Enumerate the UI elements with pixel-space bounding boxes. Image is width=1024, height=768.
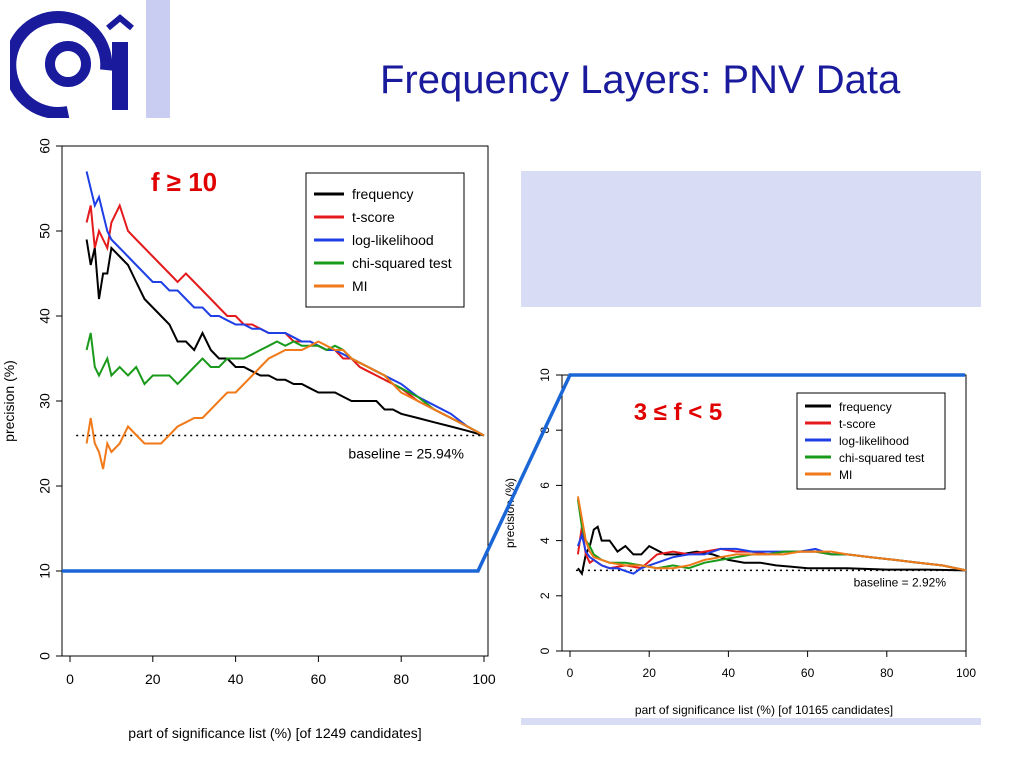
- x-tick-label: 40: [722, 666, 736, 680]
- x-tick-label: 0: [66, 671, 74, 687]
- x-axis-label: part of significance list (%) [of 1249 c…: [128, 725, 421, 741]
- y-tick-label: 2: [538, 592, 552, 599]
- bottom-strip: [521, 718, 981, 725]
- y-tick-label: 60: [37, 138, 53, 154]
- y-tick-label: 40: [37, 308, 53, 324]
- x-tick-label: 100: [472, 671, 496, 687]
- legend-label: log-likelihood: [352, 232, 434, 248]
- y-tick-label: 10: [538, 368, 552, 382]
- x-tick-label: 60: [311, 671, 327, 687]
- x-tick-label: 40: [228, 671, 244, 687]
- y-tick-label: 6: [538, 482, 552, 489]
- series-line-mi: [576, 496, 967, 572]
- series-line-chi-squared-test: [576, 499, 967, 572]
- legend-label: chi-squared test: [352, 255, 452, 271]
- y-axis-label: precision (%): [1, 360, 17, 442]
- legend-label: t-score: [839, 417, 876, 431]
- chart-annotation: f ≥ 10: [151, 167, 217, 197]
- chart-annotation: 3 ≤ f < 5: [634, 399, 723, 426]
- legend-label: frequency: [839, 400, 892, 414]
- legend-label: chi-squared test: [839, 451, 925, 465]
- x-tick-label: 80: [393, 671, 409, 687]
- accent-box: [521, 171, 981, 307]
- legend-label: frequency: [352, 186, 413, 202]
- x-tick-label: 20: [145, 671, 161, 687]
- y-tick-label: 0: [37, 652, 53, 660]
- y-tick-label: 8: [538, 427, 552, 434]
- y-tick-label: 0: [538, 647, 552, 654]
- page-title: Frequency Layers: PNV Data: [380, 58, 901, 102]
- y-tick-label: 30: [37, 393, 53, 409]
- y-tick-label: 50: [37, 223, 53, 239]
- x-tick-label: 60: [801, 666, 815, 680]
- x-axis-label: part of significance list (%) [of 10165 …: [635, 703, 893, 717]
- x-tick-label: 0: [567, 666, 574, 680]
- chart-left: 0 10 20 30 40 50 60 0 20 40 60 80 100 part of signifi…: [1, 138, 496, 741]
- x-tick-label: 20: [643, 666, 657, 680]
- legend-label: log-likelihood: [839, 434, 909, 448]
- y-tick-label: 4: [538, 537, 552, 544]
- legend-label: t-score: [352, 209, 395, 225]
- y-tick-label: 20: [37, 478, 53, 494]
- y-axis-label: precision (%): [503, 478, 517, 548]
- baseline-label: baseline = 2.92%: [854, 575, 947, 589]
- x-tick-label: 80: [880, 666, 894, 680]
- baseline-label: baseline = 25.94%: [348, 446, 464, 462]
- x-tick-label: 100: [956, 666, 976, 680]
- legend-label: MI: [839, 468, 852, 482]
- legend-label: MI: [352, 278, 368, 294]
- y-tick-label: 10: [37, 563, 53, 579]
- ai-logo: ai: [10, 11, 134, 118]
- logo-stripe: [146, 0, 170, 118]
